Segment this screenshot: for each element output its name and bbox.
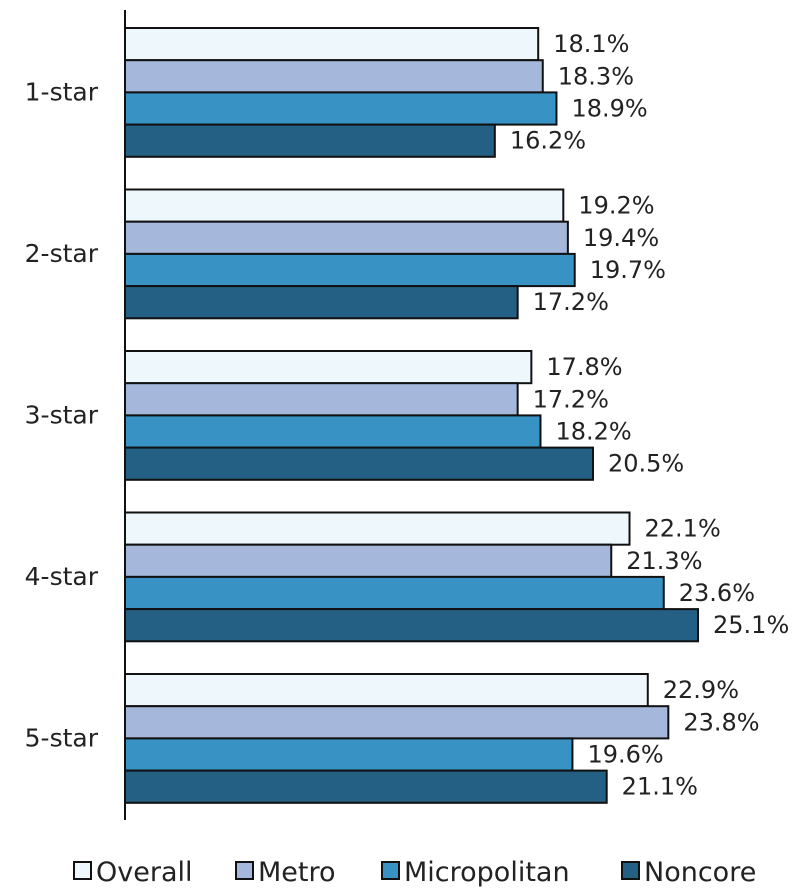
data-label-micropolitan-5-star: 19.6%	[587, 741, 663, 769]
data-label-noncore-5-star: 21.1%	[622, 773, 698, 801]
bar-noncore-5-star	[124, 769, 608, 804]
data-label-micropolitan-4-star: 23.6%	[679, 579, 755, 607]
bar-overall-2-star	[124, 188, 565, 223]
data-label-overall-2-star: 19.2%	[578, 192, 654, 220]
data-label-metro-5-star: 23.8%	[683, 708, 759, 736]
data-label-micropolitan-3-star: 18.2%	[555, 418, 631, 446]
bar-micropolitan-4-star	[124, 575, 665, 611]
data-label-noncore-2-star: 17.2%	[533, 288, 609, 316]
data-label-metro-3-star: 17.2%	[533, 385, 609, 413]
data-label-micropolitan-2-star: 19.7%	[590, 256, 666, 284]
legend-label-metro: Metro	[258, 857, 336, 888]
data-label-metro-4-star: 21.3%	[626, 547, 702, 575]
bar-micropolitan-2-star	[124, 252, 576, 288]
category-label-5: 5-star	[25, 723, 99, 752]
data-label-overall-3-star: 17.8%	[546, 353, 622, 381]
data-label-overall-5-star: 22.9%	[663, 676, 739, 704]
bar-noncore-2-star	[124, 285, 519, 320]
data-label-overall-4-star: 22.1%	[645, 515, 721, 543]
bar-micropolitan-5-star	[124, 737, 574, 772]
category-labels: 1-star 2-star 3-star 4-star 5-star	[25, 77, 99, 752]
legend-label-micropolitan: Micropolitan	[404, 857, 570, 888]
bar-metro-2-star	[124, 220, 569, 255]
bar-metro-5-star	[124, 705, 670, 740]
bar-metro-3-star	[124, 382, 519, 417]
bar-noncore-1-star	[124, 123, 496, 158]
legend-label-overall: Overall	[96, 857, 193, 888]
data-label-micropolitan-1-star: 18.9%	[571, 95, 647, 123]
legend-label-noncore: Noncore	[644, 857, 756, 888]
data-label-noncore-1-star: 16.2%	[510, 127, 586, 155]
data-label-overall-1-star: 18.1%	[553, 30, 629, 58]
data-label-metro-1-star: 18.3%	[558, 62, 634, 90]
legend-swatch-overall	[73, 861, 92, 880]
bar-overall-4-star	[124, 511, 631, 546]
bar-metro-1-star	[124, 59, 544, 94]
bar-overall-3-star	[124, 350, 533, 385]
category-label-1: 1-star	[25, 77, 99, 106]
bar-metro-4-star	[124, 543, 613, 578]
category-label-4: 4-star	[25, 562, 99, 591]
legend: Overall Metro Micropolitan Noncore	[73, 857, 756, 888]
bar-micropolitan-1-star	[124, 91, 558, 126]
legend-swatch-noncore	[621, 861, 640, 880]
bar-overall-1-star	[124, 27, 540, 62]
bar-noncore-3-star	[124, 446, 594, 481]
data-label-noncore-3-star: 20.5%	[608, 450, 684, 478]
data-label-noncore-4-star: 25.1%	[713, 611, 789, 639]
legend-swatch-metro	[235, 861, 254, 880]
bar-overall-5-star	[124, 673, 649, 708]
bar-noncore-4-star	[124, 608, 699, 643]
bars-group: 18.1% 18.3% 18.9% 16.2% 19.2% 19.4% 19.7% 17.2%…	[124, 27, 789, 804]
data-label-metro-2-star: 19.4%	[583, 224, 659, 252]
bar-micropolitan-3-star	[124, 414, 542, 449]
category-label-2: 2-star	[25, 239, 99, 268]
legend-swatch-micropolitan	[381, 861, 400, 880]
category-label-3: 3-star	[25, 400, 99, 429]
